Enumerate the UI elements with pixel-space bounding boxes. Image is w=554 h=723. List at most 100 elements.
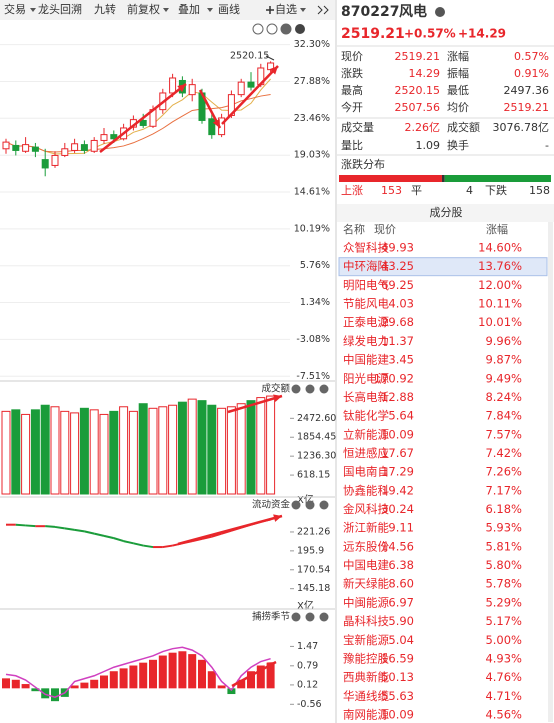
toolbar-item[interactable]: 交易 — [4, 2, 26, 16]
change-cell: 5.00% — [485, 633, 522, 647]
change-pct: +0.57% — [404, 27, 456, 41]
panel-icon[interactable] — [252, 23, 264, 35]
distribution-bar — [441, 175, 445, 182]
price-cell: 12.88 — [381, 390, 414, 404]
flow-segment — [123, 540, 134, 545]
panel-icon[interactable] — [291, 500, 301, 510]
stock-name-cell: 立新能源 — [343, 427, 389, 441]
panel-icon[interactable] — [319, 612, 329, 622]
field-label: 涨幅 — [447, 50, 469, 63]
toolbar-item[interactable]: 画线 — [218, 2, 240, 16]
volume-bar — [246, 400, 256, 495]
stock-name-cell: 中闽能源 — [343, 595, 389, 609]
field-value: 0.57% — [514, 50, 549, 63]
momentum-bar — [188, 654, 197, 689]
panel-icon[interactable] — [305, 612, 315, 622]
volume-bar — [256, 397, 266, 495]
candle-body — [188, 84, 196, 96]
dropdown-arrow — [207, 8, 213, 12]
field-value: 14.29 — [409, 67, 441, 80]
momentum-bar — [80, 682, 89, 689]
price-cell: 3.45 — [388, 353, 414, 367]
field-label: 成交额 — [447, 120, 480, 134]
momentum-bar — [129, 665, 138, 689]
stock-code: 870227 — [341, 4, 399, 20]
up-count: 153 — [381, 184, 402, 197]
price-cell: 30.24 — [381, 502, 414, 516]
price-cell: 5.90 — [388, 614, 414, 628]
unit-label: X亿 — [297, 599, 314, 612]
more-icon[interactable] — [317, 5, 329, 15]
panel-icon[interactable] — [319, 500, 329, 510]
y-tick-label: 1854.45 — [297, 432, 336, 443]
panel-icon[interactable] — [305, 500, 315, 510]
volume-bar — [60, 410, 70, 495]
volume-bar — [40, 404, 50, 495]
flow-segment — [162, 544, 173, 549]
candle-body — [41, 159, 49, 169]
panel-icon[interactable] — [305, 384, 315, 394]
toolbar-item[interactable]: 叠加 — [178, 3, 200, 16]
panel-icon[interactable] — [291, 384, 301, 394]
y-tick-label: 145.18 — [297, 583, 330, 594]
field-label: 最高 — [341, 83, 363, 97]
candle-body — [22, 144, 30, 152]
momentum-bar — [11, 679, 20, 689]
toolbar-item[interactable]: 九转 — [94, 2, 116, 16]
flow-segment — [143, 544, 154, 549]
flow-segment — [93, 532, 105, 537]
plus-icon — [266, 6, 274, 14]
field-value: 2520.15 — [395, 84, 441, 97]
price-cell: 6.97 — [388, 595, 414, 609]
y-tick-label: 27.88% — [294, 76, 330, 87]
toolbar-item[interactable]: 自选 — [275, 3, 297, 16]
change-cell: 7.17% — [485, 483, 522, 497]
volume-bar — [148, 407, 158, 495]
stock-name-cell: 绿发电力 — [343, 334, 389, 348]
y-tick-label: 1.47 — [297, 641, 318, 652]
flow-segment — [201, 535, 213, 540]
toolbar-item[interactable]: 前复权 — [127, 2, 160, 16]
stock-name: 风电 — [399, 3, 427, 20]
field-label: 成交量 — [341, 120, 374, 134]
momentum-line — [5, 646, 271, 698]
toolbar-item[interactable]: 龙头回溯 — [38, 3, 82, 16]
momentum-bar — [100, 675, 108, 689]
y-tick-label: 221.26 — [297, 526, 330, 537]
change-cell: 4.76% — [485, 670, 522, 684]
price-cell: 5.64 — [388, 409, 414, 423]
price-cell: 9.11 — [388, 521, 414, 535]
price-cell: 17.67 — [381, 446, 414, 460]
candle-body — [2, 141, 10, 150]
panel-icon[interactable] — [280, 23, 292, 35]
momentum-bar — [247, 671, 255, 689]
field-value: 2.26亿 — [405, 121, 441, 134]
field-label: 今开 — [341, 100, 363, 114]
field-label: 换手 — [447, 138, 469, 152]
volume-bar — [177, 401, 187, 495]
momentum-bar — [21, 684, 30, 689]
momentum-bar — [256, 665, 265, 689]
change-cell: 5.17% — [485, 614, 522, 628]
stock-name-cell: 金风科技 — [343, 502, 389, 516]
stock-name-cell: 西典新能 — [343, 670, 389, 684]
high-pointer — [265, 55, 275, 61]
close-icon[interactable] — [295, 24, 305, 34]
candle-body — [61, 148, 69, 156]
stock-name-cell: 南网能源 — [343, 708, 389, 722]
panel-icon[interactable] — [319, 384, 329, 394]
change-cell: 4.71% — [485, 689, 522, 703]
panel-icon[interactable] — [266, 23, 278, 35]
trend-arrow-head — [267, 662, 276, 670]
info-icon[interactable] — [435, 7, 445, 17]
stock-name-cell: 恒进感应 — [343, 446, 389, 460]
change-cell: 13.76% — [478, 259, 522, 273]
change-cell: 5.93% — [485, 521, 522, 535]
change-cell: 7.42% — [485, 446, 522, 460]
change-cell: 9.49% — [485, 371, 522, 385]
panel-icon[interactable] — [291, 612, 301, 622]
price-cell: 11.37 — [381, 334, 414, 348]
volume-bar — [30, 409, 40, 495]
y-tick-label: 2472.60 — [297, 413, 336, 424]
momentum-bar — [178, 651, 187, 689]
